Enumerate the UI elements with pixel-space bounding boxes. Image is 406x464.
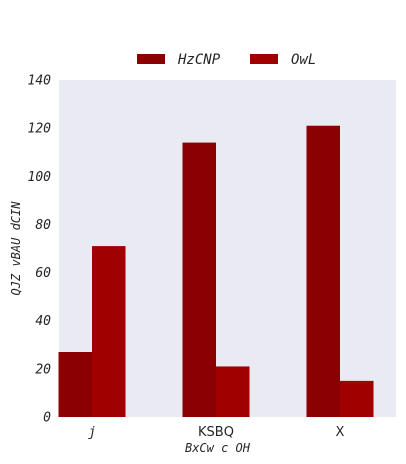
y-axis-label: QJZ vBAU dCIN (9, 201, 23, 296)
bar-hzcnp-x (306, 125, 340, 417)
bar-hzcnp-ksbq (182, 142, 216, 418)
y-tick-labels: 0 20 40 60 80 100 120 140 (28, 74, 52, 426)
x-axis-label: BxCw c OH (185, 441, 251, 455)
x-tick-label: j (88, 425, 96, 440)
legend-label-hzcnp: HzCNP (177, 52, 221, 68)
x-tick-label: KSBQ (198, 425, 234, 440)
legend-label-owl: OwL (291, 52, 316, 68)
y-tick-label: 0 (43, 411, 51, 426)
y-tick-label: 60 (35, 266, 51, 281)
y-tick-label: 80 (35, 218, 51, 233)
bar-owl-x (340, 380, 374, 417)
bars-group (58, 125, 374, 418)
x-tick-labels: j KSBQ X (88, 425, 344, 440)
bar-owl-ksbq (216, 366, 250, 417)
legend-swatch-hzcnp (137, 54, 165, 64)
bar-hzcnp-j (58, 352, 92, 417)
y-tick-label: 100 (28, 170, 52, 185)
y-tick-label: 40 (35, 314, 51, 329)
y-tick-label: 120 (28, 122, 52, 137)
y-tick-label: 20 (35, 362, 51, 377)
x-tick-label: X (336, 425, 345, 440)
legend: HzCNP OwL (137, 52, 316, 68)
y-tick-label: 140 (28, 74, 52, 89)
bar-owl-j (92, 246, 126, 417)
legend-swatch-owl (250, 54, 278, 64)
